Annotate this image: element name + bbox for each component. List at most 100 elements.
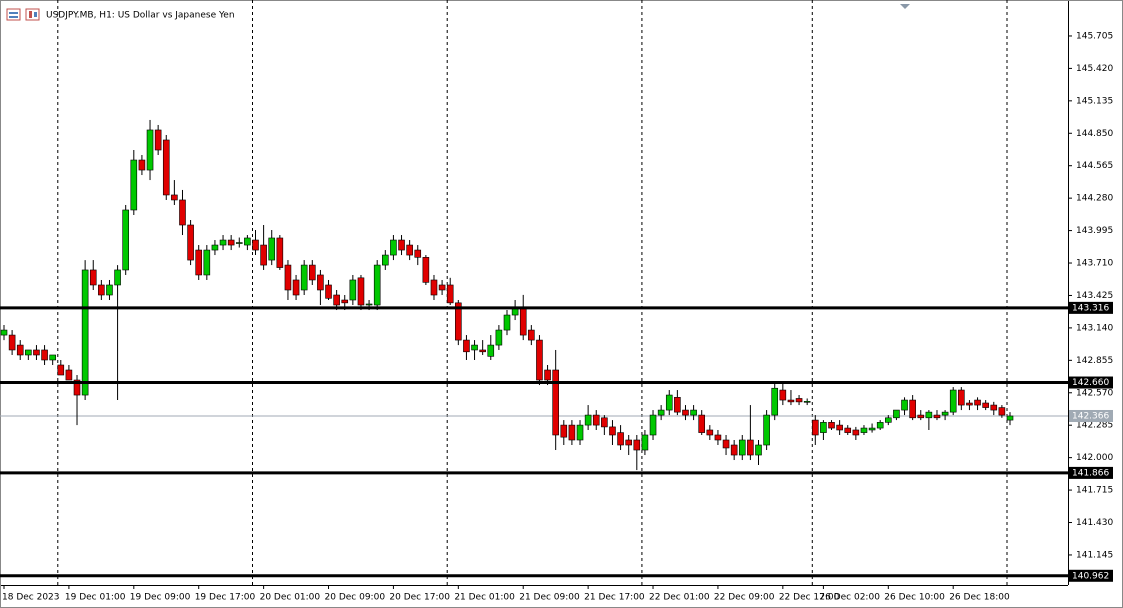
candle-body <box>341 299 349 304</box>
level-label: 142.660 <box>1072 378 1109 388</box>
candle-body <box>958 389 965 406</box>
candle-body <box>868 427 876 431</box>
candle-body <box>998 407 1006 416</box>
candle-body <box>16 344 24 356</box>
candle-body <box>909 399 916 419</box>
candle-body <box>779 389 787 401</box>
candle-body <box>284 264 292 291</box>
y-tick-label: 141.430 <box>1076 518 1113 528</box>
y-tick-label: 141.145 <box>1076 550 1113 560</box>
candle-body <box>876 422 884 429</box>
x-tick-label: 22 Dec 09:00 <box>714 593 775 603</box>
candle-body <box>122 209 129 271</box>
candle-body <box>162 139 170 196</box>
candle-body <box>682 409 689 416</box>
icon-part <box>9 12 18 14</box>
y-tick-label: 145.705 <box>1076 31 1113 41</box>
candle-body <box>422 257 430 283</box>
candle-body <box>601 417 608 428</box>
candle-body <box>357 277 365 306</box>
candle-body <box>382 254 389 266</box>
chart-title: USDJPY.MB, H1: US Dollar vs Japanese Yen <box>46 11 235 21</box>
candle-body <box>276 237 284 268</box>
candle-body <box>455 302 462 341</box>
candle-body <box>706 429 714 436</box>
candle-body <box>560 424 568 438</box>
candle-body <box>406 244 413 256</box>
candle-body <box>106 284 113 296</box>
candle-body <box>690 409 697 416</box>
x-tick-label: 20 Dec 09:00 <box>325 593 386 603</box>
y-tick-label: 142.570 <box>1076 388 1113 398</box>
candle-body <box>471 344 478 351</box>
candle-body <box>820 422 827 433</box>
candle-body <box>187 224 194 261</box>
level-label-box <box>1069 376 1113 389</box>
candle-body <box>25 349 32 356</box>
candle-body <box>211 244 219 251</box>
y-tick-label: 143.140 <box>1076 323 1113 333</box>
candle-body <box>479 349 486 353</box>
icon-part <box>9 16 18 18</box>
candle-body <box>949 389 957 413</box>
candle-body <box>244 237 251 246</box>
candle-body <box>179 199 186 226</box>
x-tick-label: 26 Dec 02:00 <box>819 593 880 603</box>
candle-body <box>446 284 454 304</box>
candle-body <box>171 194 178 201</box>
candle-body <box>836 424 843 431</box>
candle-body <box>235 242 243 244</box>
y-tick-label: 142.855 <box>1076 356 1113 366</box>
candle-body <box>933 414 941 419</box>
candle-body <box>219 239 227 246</box>
candle-body <box>195 249 203 276</box>
level-label-box <box>1069 466 1113 479</box>
candle-body <box>738 439 746 456</box>
candle-body <box>49 354 56 361</box>
candle-body <box>747 439 754 456</box>
candle-body <box>925 411 933 419</box>
candle-body <box>811 419 819 436</box>
candle-body <box>584 414 592 426</box>
candle-body <box>203 249 211 276</box>
candle-body <box>430 279 438 296</box>
candle-body <box>665 394 673 411</box>
x-tick-label: 22 Dec 17:00 <box>779 593 840 603</box>
x-tick-label: 21 Dec 09:00 <box>519 593 580 603</box>
candle-body <box>308 264 316 281</box>
candle-body <box>292 279 300 296</box>
candle-body <box>325 284 332 299</box>
candle-body <box>81 269 89 396</box>
candle-body <box>365 303 373 306</box>
candle-body <box>519 307 527 336</box>
candle-body <box>463 339 470 353</box>
candle-body <box>893 409 900 419</box>
candle-body <box>763 414 770 446</box>
candle-body <box>625 439 632 446</box>
candle-body <box>89 269 97 286</box>
x-tick-label: 20 Dec 17:00 <box>389 593 450 603</box>
candle-body <box>544 369 551 381</box>
level-label-box <box>1069 301 1113 314</box>
x-tick-label: 19 Dec 17:00 <box>195 593 256 603</box>
candle-body <box>657 409 665 416</box>
candle-body <box>333 294 340 306</box>
candle-body <box>803 401 811 403</box>
candle-body <box>98 284 105 296</box>
candle-body <box>227 239 235 246</box>
x-tick-label: 19 Dec 01:00 <box>65 593 126 603</box>
shift-marker <box>900 4 910 9</box>
candle-body <box>414 249 422 258</box>
candle-body <box>57 364 65 376</box>
y-tick-label: 144.280 <box>1076 194 1113 204</box>
candle-body <box>138 159 146 171</box>
y-tick-label: 144.565 <box>1076 161 1113 171</box>
y-tick-label: 144.850 <box>1076 129 1113 139</box>
candle-body <box>398 239 405 251</box>
candle-body <box>487 344 495 357</box>
candle-body <box>317 274 324 291</box>
x-tick-label: 21 Dec 17:00 <box>584 593 645 603</box>
candle-body <box>300 264 308 291</box>
